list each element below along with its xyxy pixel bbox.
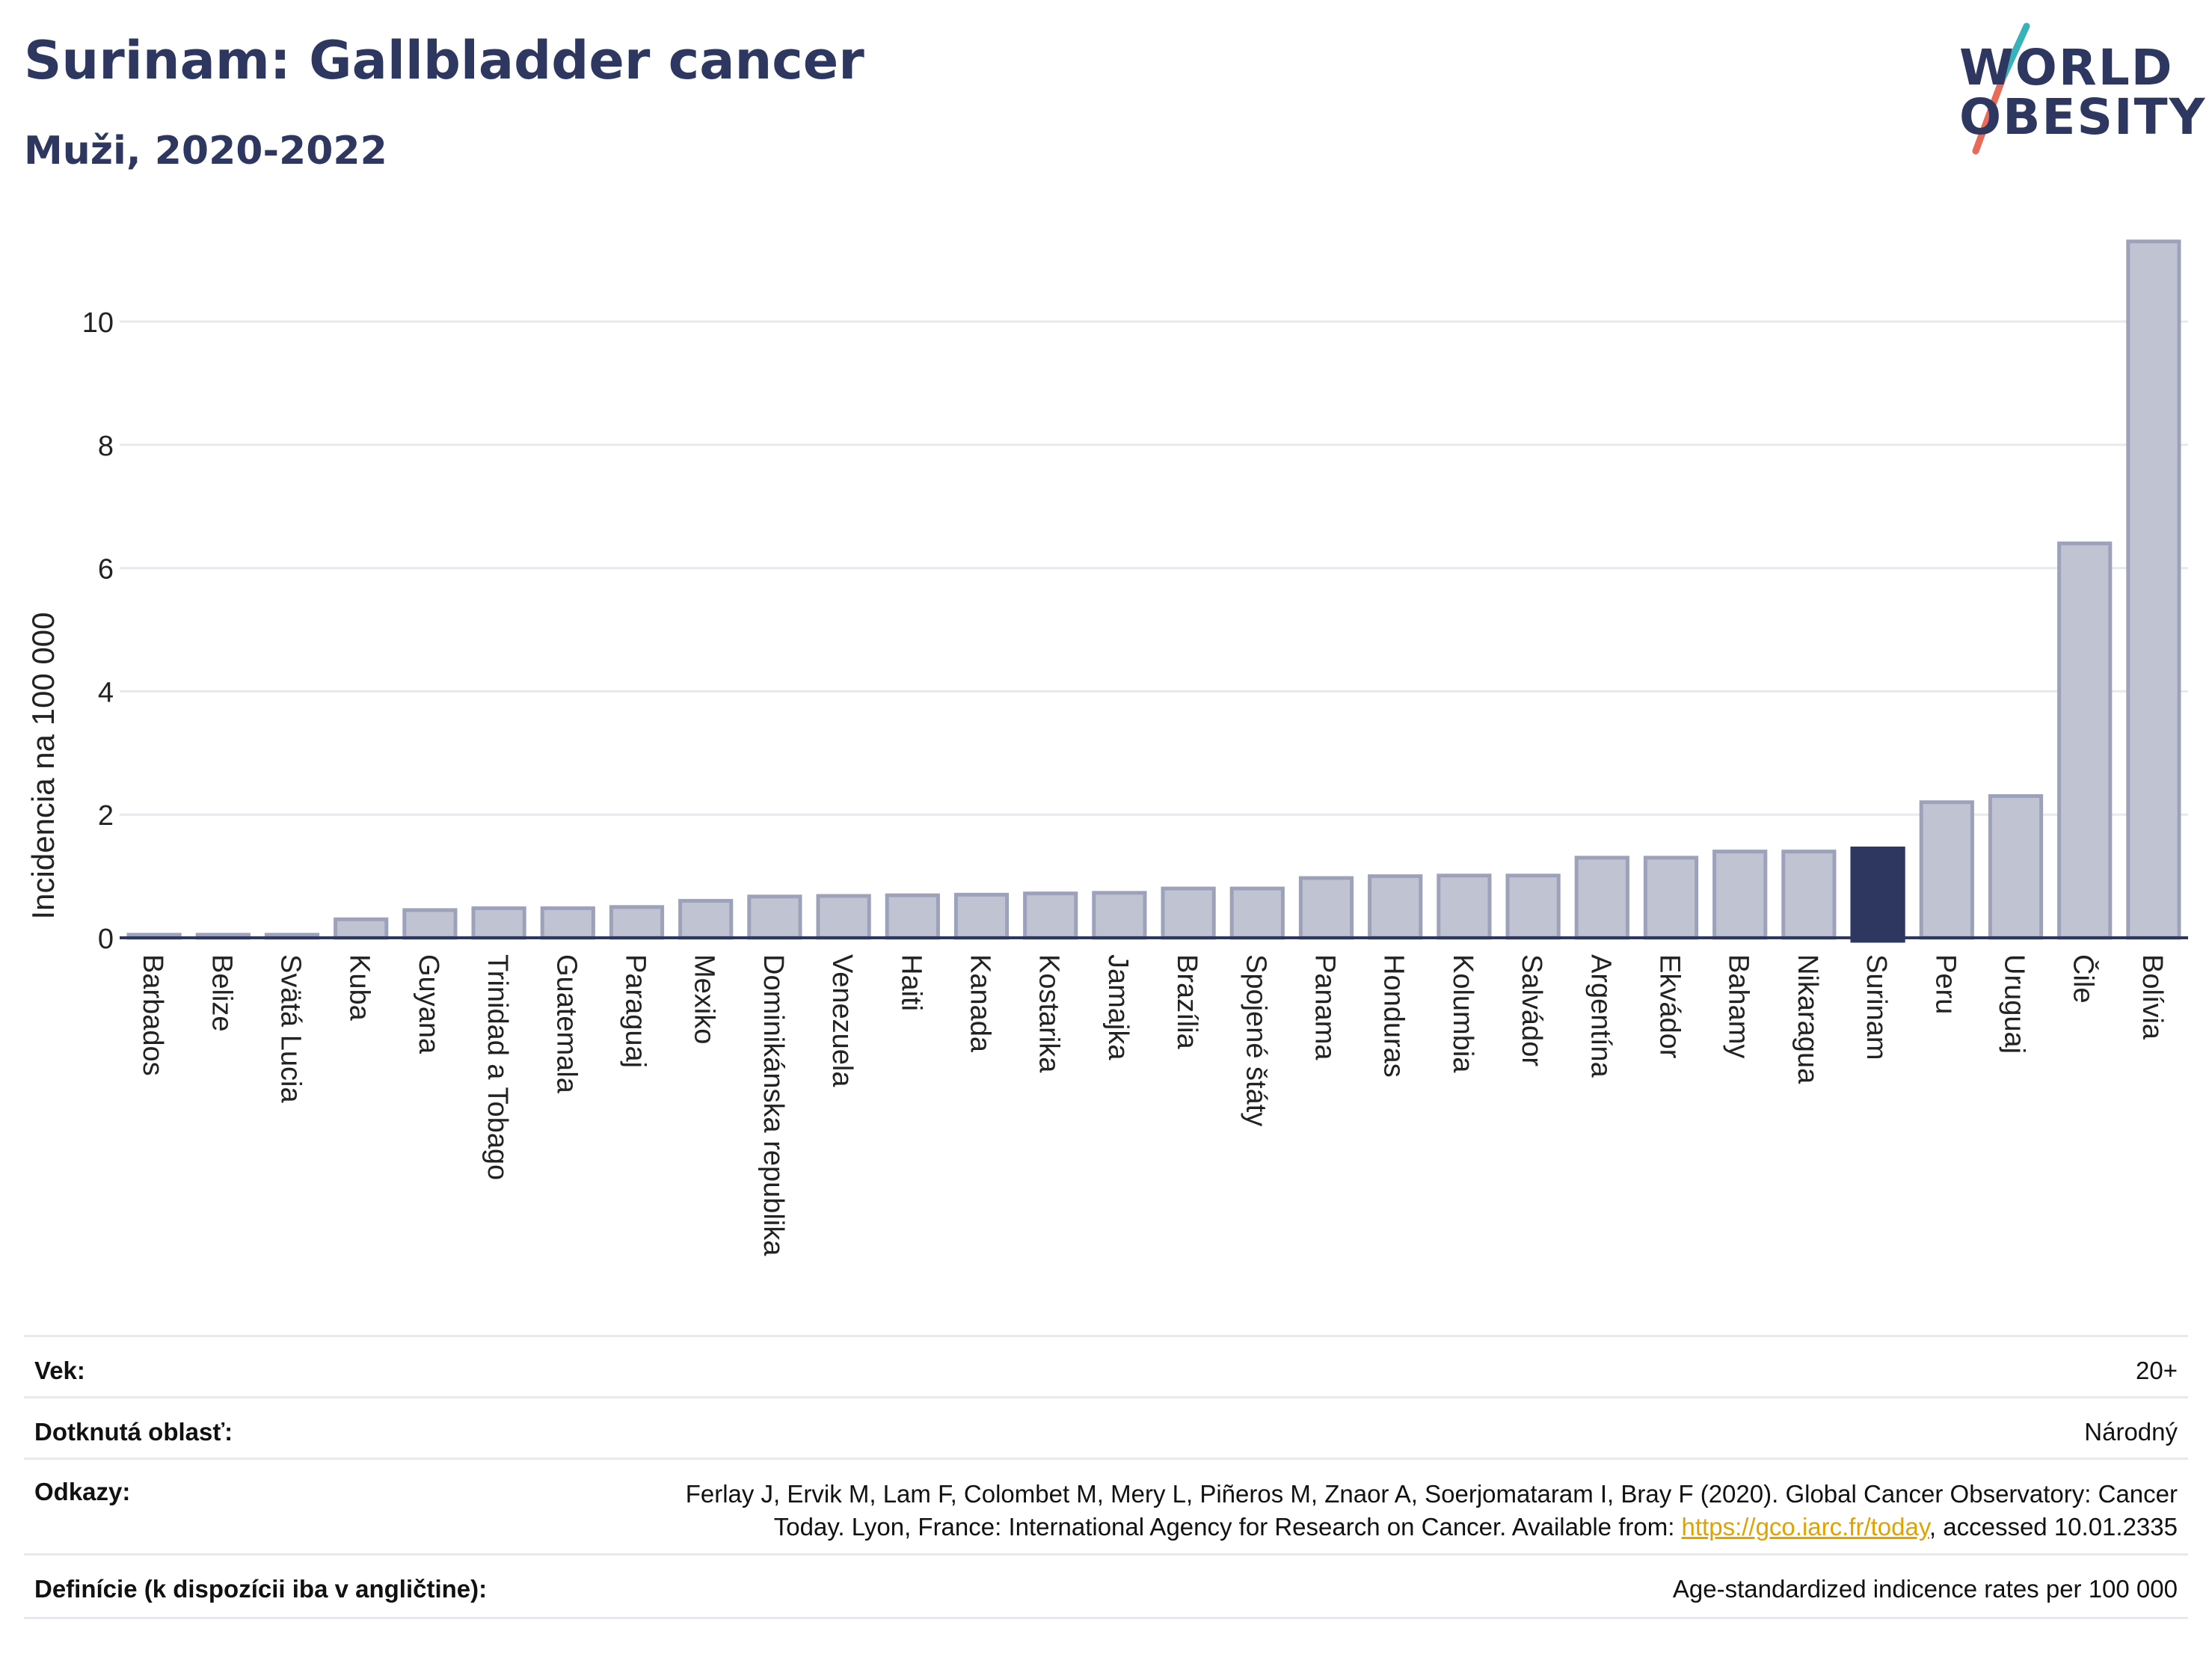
x-tick-label: Spojené štáty	[1240, 954, 1271, 1126]
meta-label-refs: Odkazy:	[34, 1478, 131, 1505]
x-tick-label: Haiti	[895, 954, 927, 1011]
bar	[885, 893, 940, 940]
bar	[1988, 793, 2044, 940]
bar	[1161, 886, 1216, 940]
x-tick-label: Brazília	[1171, 954, 1202, 1050]
logo-text-obesity: OBESITY	[1959, 88, 2207, 146]
bar-highlighted	[1850, 847, 1905, 943]
y-tick-label: 8	[98, 431, 114, 462]
x-tick-label: Mexiko	[689, 954, 720, 1044]
bar	[540, 906, 595, 940]
bar	[1781, 850, 1837, 940]
bar	[609, 905, 665, 940]
bar	[1643, 856, 1699, 940]
meta-value-refs: Ferlay J, Ervik M, Lam F, Colombet M, Me…	[686, 1478, 2178, 1544]
bar	[678, 899, 734, 940]
x-tick-label: Panama	[1309, 954, 1341, 1060]
y-axis-label: Incidencia na 100 000	[25, 612, 61, 920]
x-tick-label: Salvádor	[1516, 954, 1547, 1066]
bar	[1712, 850, 1768, 940]
bar	[1437, 873, 1492, 940]
x-tick-label: Belize	[206, 954, 237, 1032]
logo-slash-icon	[1972, 22, 2030, 155]
bar	[1368, 874, 1423, 940]
bar	[1229, 886, 1285, 940]
y-tick-label: 0	[98, 924, 114, 955]
x-tick-label: Paraguaj	[620, 954, 651, 1068]
x-tick-label: Guyana	[413, 954, 444, 1054]
bar	[2057, 541, 2113, 940]
bar	[1505, 873, 1561, 940]
x-tick-label: Bolívia	[2136, 954, 2168, 1040]
bar	[471, 906, 526, 940]
bar	[402, 908, 458, 940]
bar	[334, 917, 389, 940]
x-tick-label: Kolumbia	[1447, 954, 1478, 1073]
x-tick-label: Bahamy	[1723, 954, 1754, 1058]
bar	[1574, 856, 1629, 940]
ref-line-2-suffix: , accessed 10.01.2335	[1929, 1513, 2178, 1541]
reference-link[interactable]: https://gco.iarc.fr/today	[1681, 1513, 1929, 1541]
world-obesity-logo: WORLD OBESITY	[1944, 22, 2205, 157]
x-tick-label: Čile	[2068, 954, 2101, 1003]
x-tick-label: Dominikánska republika	[758, 954, 789, 1256]
meta-row-definitions: Definície (k dispozícii iba v angličtine…	[24, 1553, 2188, 1619]
y-tick-label: 4	[98, 677, 114, 708]
y-tick-label: 10	[82, 307, 114, 339]
meta-value-definitions: Age-standardized indicence rates per 100…	[1672, 1575, 2178, 1603]
x-tick-label: Kuba	[344, 954, 375, 1022]
meta-label-area: Dotknutá oblasť:	[34, 1418, 233, 1446]
x-tick-label: Guatemala	[550, 954, 582, 1094]
bar	[953, 892, 1010, 940]
x-tick-label: Kostarika	[1033, 954, 1065, 1073]
x-tick-label: Uruguaj	[1999, 954, 2030, 1054]
meta-row-area: Dotknutá oblasť: Národný	[24, 1396, 2188, 1458]
meta-row-age: Vek: 20+	[24, 1335, 2188, 1397]
x-tick-label: Svätá Lucia	[275, 954, 307, 1103]
x-tick-label: Argentína	[1585, 954, 1616, 1078]
x-tick-label: Peru	[1929, 954, 1961, 1014]
bar-chart: 0 2 4 6 8 10 Incidencia na 100 000 Barbados Beli…	[25, 239, 2188, 1256]
bar	[2126, 239, 2181, 940]
bar	[1023, 891, 1078, 940]
logo-text-world: WORLD	[1959, 39, 2174, 96]
x-tick-label: Venezuela	[826, 954, 858, 1087]
x-tick-label: Trinidad a Tobago	[482, 954, 513, 1180]
bar	[747, 894, 802, 940]
bar	[1919, 800, 1974, 940]
chart-subtitle: Muži, 2020-2022	[24, 129, 387, 174]
bar	[1298, 876, 1354, 940]
bar	[816, 894, 871, 940]
x-tick-label: Jamajka	[1102, 954, 1134, 1060]
meta-label-definitions: Definície (k dispozícii iba v angličtine…	[34, 1575, 488, 1603]
x-tick-label: Surinam	[1861, 954, 1892, 1060]
x-tick-label: Honduras	[1378, 954, 1410, 1078]
x-tick-label: Barbados	[137, 954, 168, 1076]
ref-line-2-text: Today. Lyon, France: International Agenc…	[773, 1513, 1682, 1541]
x-tick-label: Kanada	[965, 954, 996, 1053]
ref-line-1: Ferlay J, Ervik M, Lam F, Colombet M, Me…	[685, 1480, 2178, 1508]
ref-line-2: Today. Lyon, France: International Agenc…	[686, 1511, 2178, 1544]
x-tick-label: Ekvádor	[1654, 954, 1686, 1059]
chart-title: Surinam: Gallbladder cancer	[24, 30, 864, 91]
meta-value-age: 20+	[2136, 1357, 2178, 1384]
y-tick-label: 2	[98, 800, 114, 832]
bar	[1092, 891, 1147, 940]
meta-label-age: Vek:	[34, 1357, 85, 1384]
meta-row-refs: Odkazy: Ferlay J, Ervik M, Lam F, Colomb…	[24, 1458, 2188, 1554]
x-tick-label: Nikaragua	[1792, 954, 1823, 1084]
meta-value-area: Národný	[2084, 1418, 2178, 1446]
y-tick-label: 6	[98, 554, 114, 586]
